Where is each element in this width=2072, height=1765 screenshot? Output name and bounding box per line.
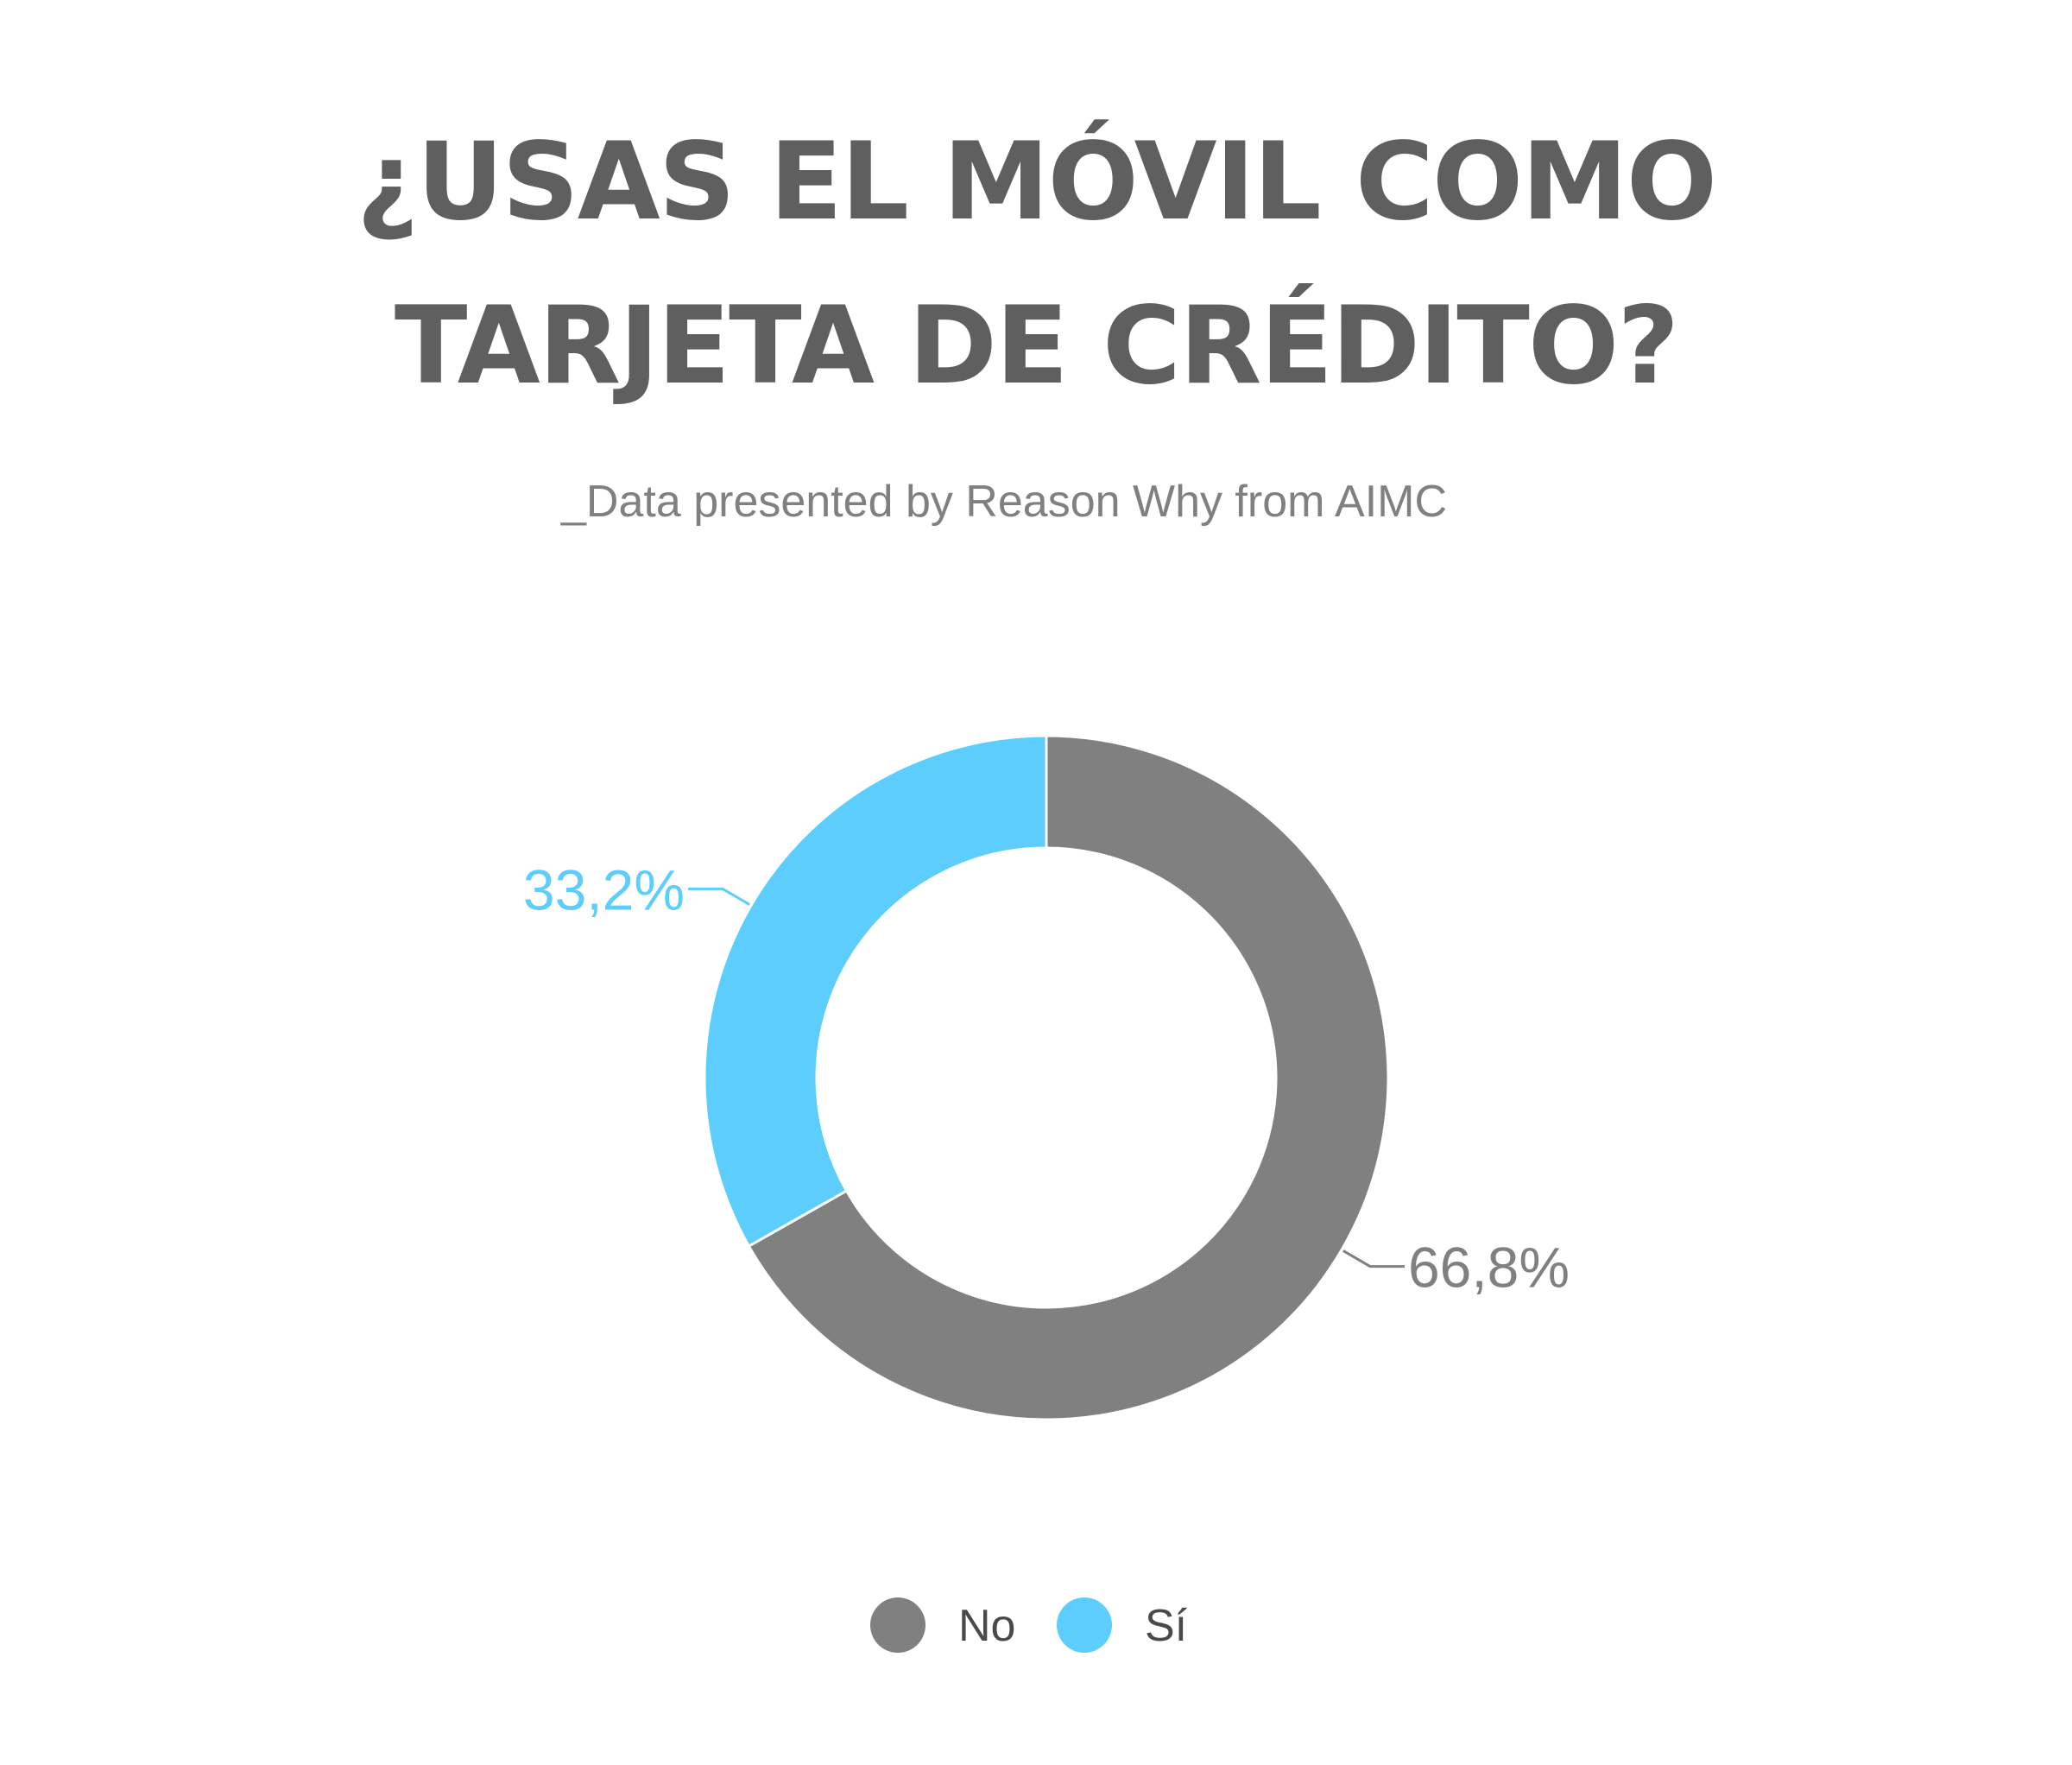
data-label-si: 33,2%: [523, 857, 685, 921]
chart-subtitle: _Data presented by Reason Why from AIMC: [560, 477, 1447, 527]
legend-label-si: Sí: [1145, 1601, 1188, 1651]
data-label-no: 66,8%: [1408, 1236, 1570, 1300]
chart-title-line-1: ¿USAS EL MÓVIL COMO: [357, 118, 1715, 244]
legend-swatch-si: [1057, 1597, 1112, 1653]
donut-chart: [703, 734, 1390, 1421]
legend-label-no: No: [958, 1601, 1015, 1651]
legend-swatch-no: [870, 1597, 925, 1653]
leader-line-no: [1342, 1249, 1405, 1268]
legend: No Sí: [870, 1597, 1188, 1653]
donut-slice-no: [747, 734, 1390, 1421]
leader-line-si: [688, 887, 750, 906]
chart-title-line-2: TARJETA DE CRÉDITO?: [395, 282, 1677, 408]
donut-slice-si: [703, 734, 1048, 1249]
